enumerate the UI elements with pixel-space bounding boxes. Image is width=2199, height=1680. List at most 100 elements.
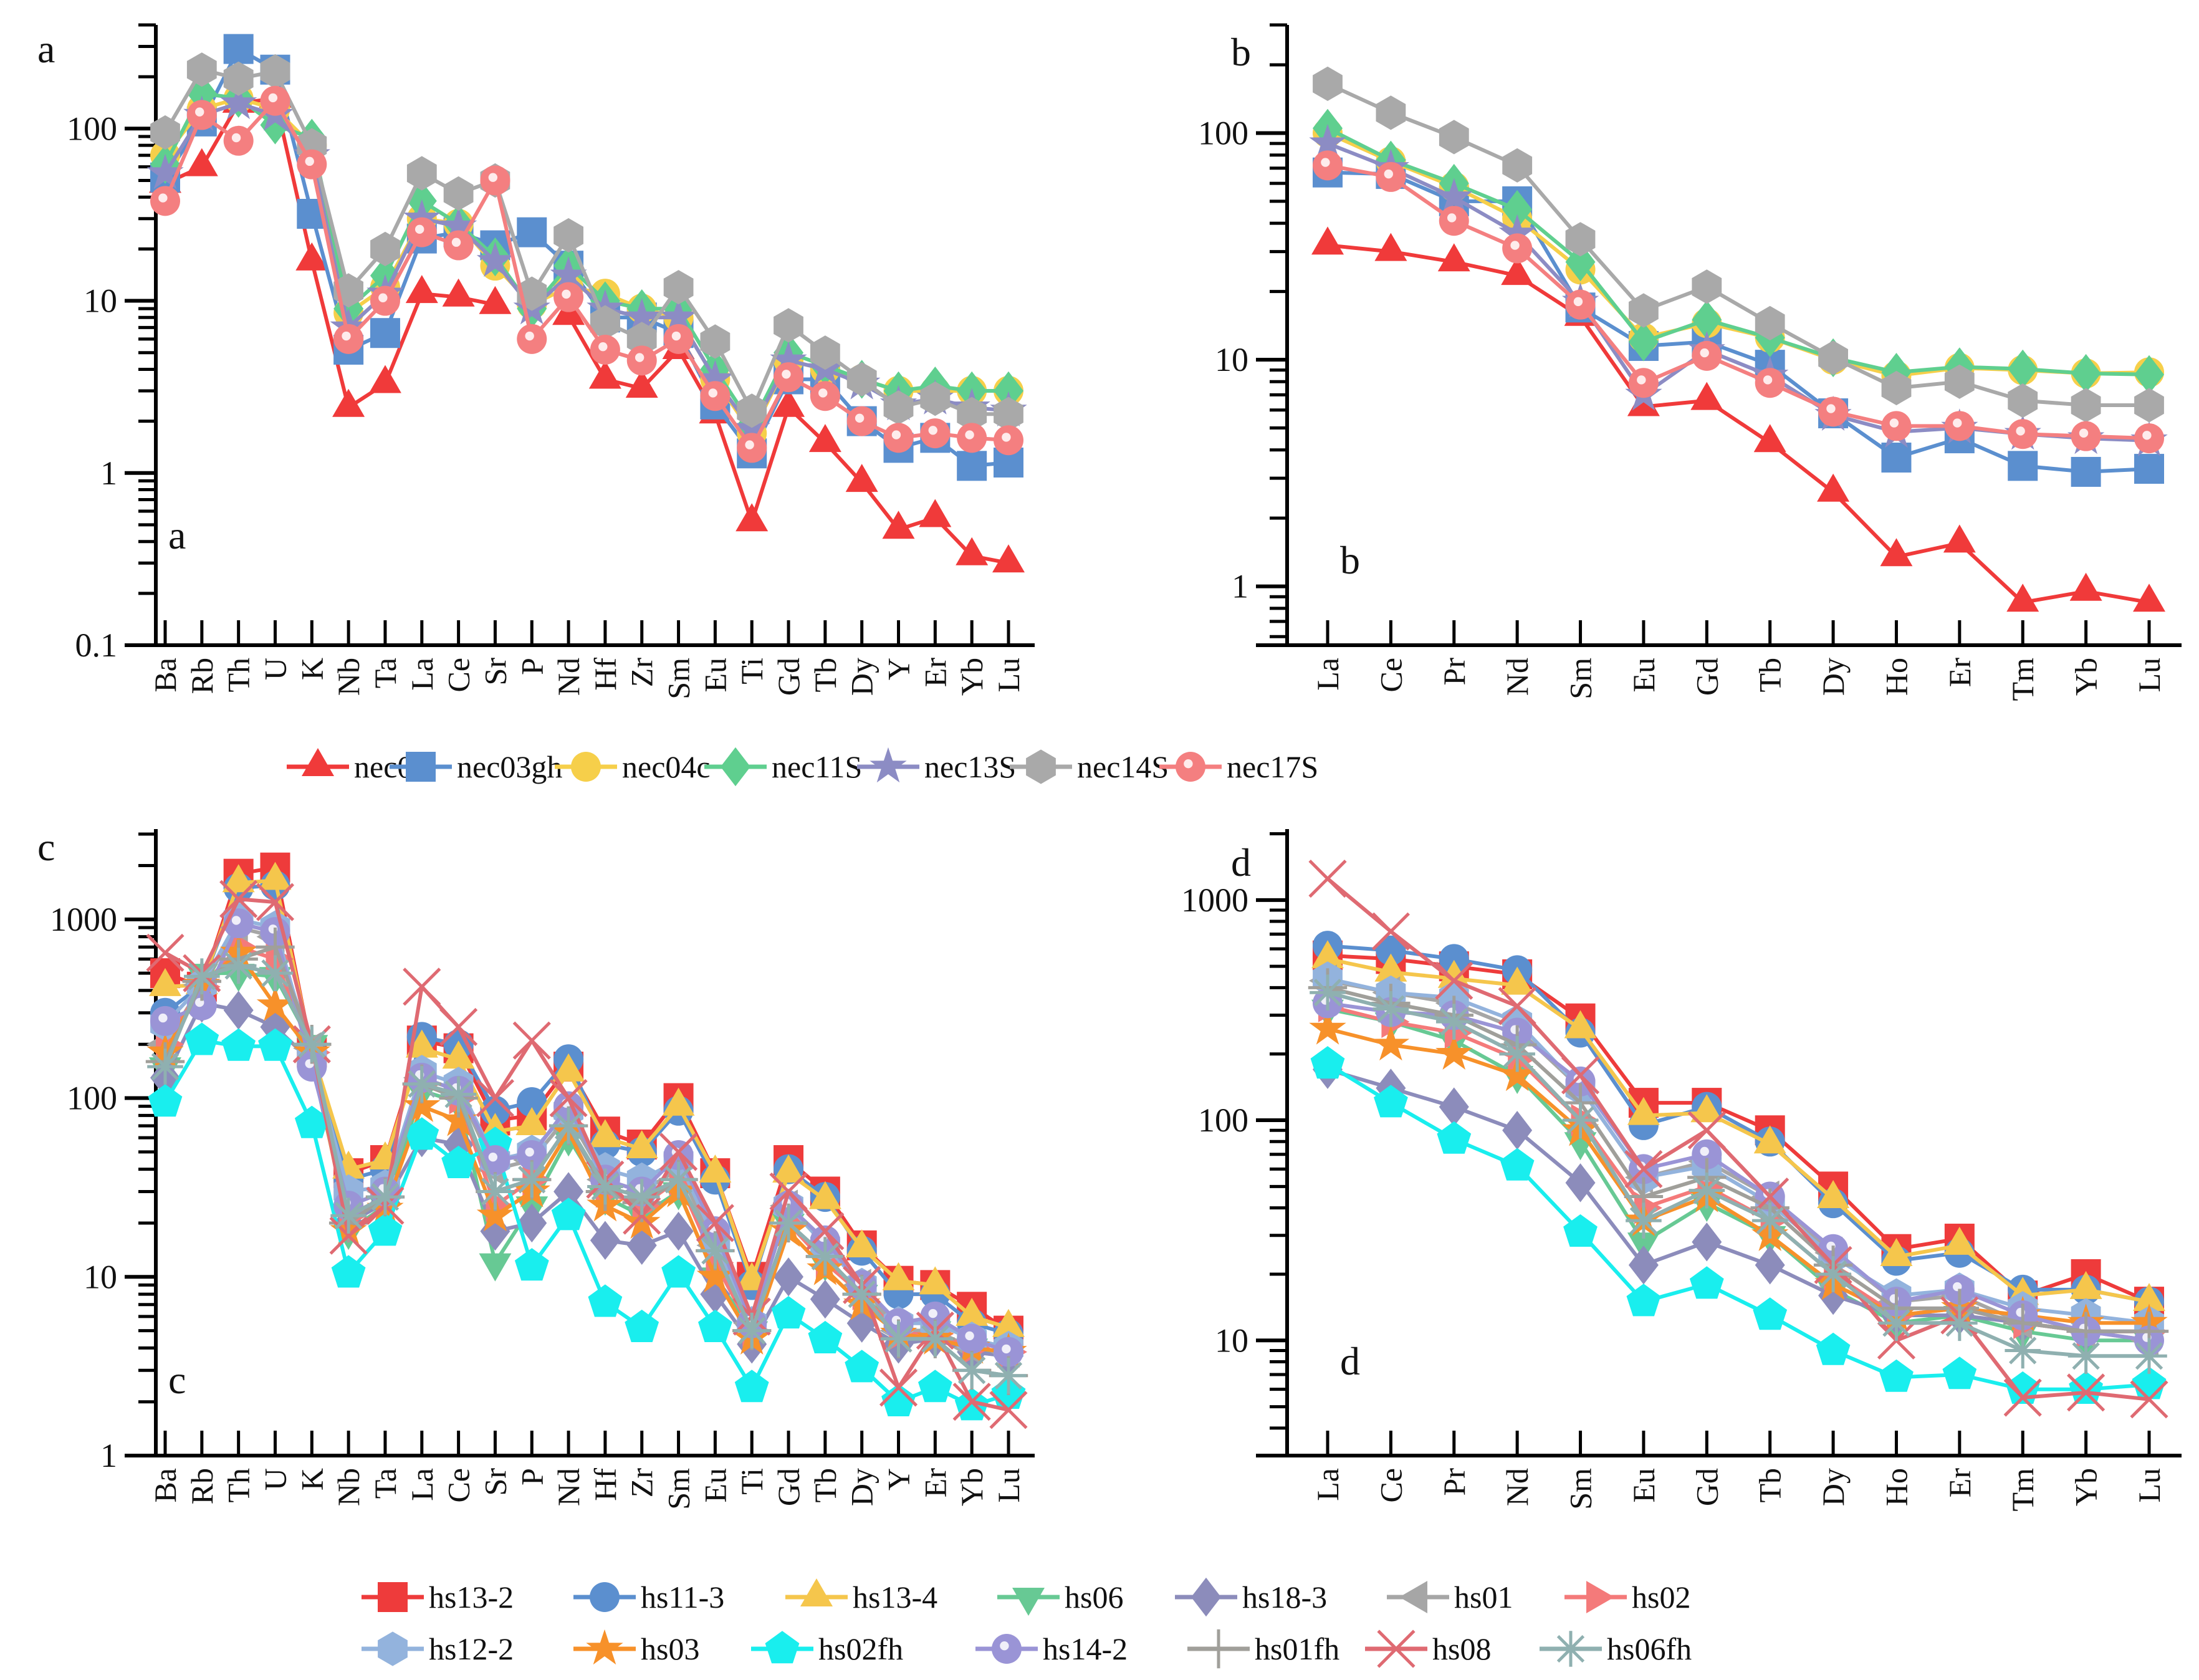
- x-tick-label: Nd: [1500, 658, 1535, 696]
- data-point-hs06fh: [1942, 1305, 1978, 1342]
- data-point-hs02fh: [1500, 1148, 1535, 1181]
- legend-marker-nec13S: [870, 747, 907, 783]
- data-point-hs11-3: [1376, 935, 1406, 966]
- legend-label: hs13-2: [429, 1580, 514, 1615]
- x-tick-label: Sr: [477, 1468, 512, 1496]
- x-tick-label: U: [257, 1468, 292, 1490]
- data-point-nec03gh: [370, 318, 400, 348]
- data-point-hs08: [2003, 1378, 2042, 1417]
- data-point-nec03gh: [957, 451, 987, 481]
- data-point-nec11S: [994, 371, 1023, 411]
- data-point-nec17S-highlight: [378, 293, 388, 302]
- x-tick-label: Ba: [148, 1468, 183, 1503]
- data-point-hs14-2-highlight: [158, 1013, 168, 1023]
- data-point-nec01: [442, 278, 475, 307]
- series-nec04c: [1313, 118, 2164, 391]
- data-point-hs02fh: [221, 1028, 256, 1061]
- data-point-nec13S: [403, 199, 441, 234]
- x-tick-label: Th: [221, 1468, 256, 1503]
- data-point-hs06fh: [770, 1205, 807, 1241]
- data-point-hs06: [479, 1253, 512, 1282]
- data-point-hs08: [549, 1078, 588, 1118]
- data-point-hs08: [659, 1133, 698, 1171]
- data-point-nec01: [185, 148, 218, 176]
- x-tick-label: Ce: [441, 658, 476, 693]
- x-tick-label: Ta: [368, 658, 403, 688]
- data-point-hs02fh: [1374, 1085, 1408, 1118]
- data-point-hs03: [1498, 1055, 1536, 1092]
- data-point-nec17S-highlight: [1889, 418, 1899, 428]
- x-tick-label: Sr: [477, 658, 512, 686]
- data-point-hs08: [1371, 912, 1410, 951]
- data-point-hs08: [403, 967, 441, 1006]
- data-point-hs18-3: [590, 1221, 620, 1260]
- data-point-hs08: [146, 933, 184, 972]
- data-point-hs13-4: [405, 1029, 438, 1058]
- data-point-hs02fh: [1753, 1297, 1788, 1330]
- x-tick-label: Ti: [734, 658, 769, 684]
- legend-marker-nec17S-highlight: [1184, 759, 1193, 769]
- data-point-hs08: [2067, 1373, 2106, 1412]
- panel-d: 10 100 1000 La Ce Pr Nd Sm Eu Gd Tb Dy Ho Er Tm Yb Lu d d: [1181, 829, 2182, 1511]
- data-point-nec17S-highlight: [891, 430, 901, 439]
- data-point-nec14S: [186, 52, 217, 87]
- data-point-nec14S: [406, 156, 437, 191]
- x-tick-label: La: [1310, 1468, 1345, 1501]
- data-point-hs13-4: [1880, 1238, 1913, 1266]
- data-point-hs18-3: [223, 991, 254, 1030]
- data-point-nec01: [588, 360, 621, 389]
- data-point-hs02fh: [1942, 1356, 1977, 1390]
- data-point-hs08: [879, 1368, 918, 1407]
- legend-label: hs11-3: [641, 1580, 724, 1615]
- x-tick-label: Nd: [1500, 1468, 1535, 1506]
- data-point-hs13-4: [2133, 1283, 2165, 1312]
- legend-item-hs14-2: hs14-2: [975, 1631, 1128, 1666]
- legend-label: hs06: [1065, 1580, 1123, 1615]
- data-point-nec17S-highlight: [2079, 428, 2089, 438]
- legend-label: hs08: [1432, 1631, 1491, 1666]
- data-point-hs06fh: [550, 1108, 587, 1144]
- data-point-nec17S-highlight: [1637, 375, 1646, 385]
- data-point-nec13S: [1435, 178, 1473, 213]
- panel-label: c: [37, 825, 55, 869]
- data-point-hs02fh: [734, 1370, 769, 1403]
- legend-marker-hs18-3: [1191, 1577, 1221, 1617]
- legend-label: nec03gh: [457, 749, 562, 784]
- data-point-nec01: [992, 544, 1025, 573]
- legend-label: nec04c: [622, 749, 711, 784]
- x-tick-label: Tm: [2005, 1468, 2040, 1512]
- legend-marker-hs13-4: [800, 1578, 833, 1606]
- data-point-nec01: [772, 388, 805, 417]
- data-point-hs18-3: [700, 1274, 731, 1314]
- data-point-hs18-3: [626, 1226, 657, 1265]
- legend-item-nec11S: nec11S: [704, 747, 862, 787]
- y-tick-label: 1: [100, 1437, 117, 1474]
- data-point-hs02fh: [1816, 1332, 1851, 1365]
- data-point-hs13-4: [552, 1053, 585, 1082]
- data-point-hs03: [403, 1087, 441, 1122]
- data-point-hs13-4: [808, 1181, 841, 1209]
- data-point-hs06fh: [477, 1173, 514, 1210]
- legend-item-hs03: hs03: [573, 1629, 699, 1666]
- data-point-hs02fh: [881, 1383, 916, 1416]
- data-point-nec17S-highlight: [635, 353, 644, 362]
- series-line-hs08: [1326, 877, 2150, 1401]
- data-point-hs11-3: [1439, 944, 1469, 974]
- data-point-hs02fh: [1310, 1046, 1345, 1079]
- data-point-hs13-4: [1690, 1094, 1723, 1123]
- panel-inner-label: d: [1340, 1339, 1360, 1383]
- data-point-nec17S-highlight: [782, 370, 791, 379]
- legend-label: hs03: [641, 1631, 699, 1666]
- data-point-nec17S-highlight: [745, 440, 754, 449]
- legend-marker-nec03gh: [406, 752, 436, 782]
- data-point-hs03: [476, 1196, 514, 1232]
- data-point-nec03gh: [223, 34, 254, 64]
- data-point-nec01: [956, 537, 989, 565]
- data-point-hs13-4: [1437, 959, 1470, 988]
- data-point-hs14-2-highlight: [965, 1331, 974, 1341]
- x-tick-label: Zr: [625, 1468, 659, 1498]
- data-point-hs18-3: [1502, 1111, 1533, 1150]
- data-point-nec14S: [2008, 383, 2038, 418]
- data-point-nec17S-highlight: [928, 426, 937, 435]
- x-tick-label: K: [294, 658, 329, 680]
